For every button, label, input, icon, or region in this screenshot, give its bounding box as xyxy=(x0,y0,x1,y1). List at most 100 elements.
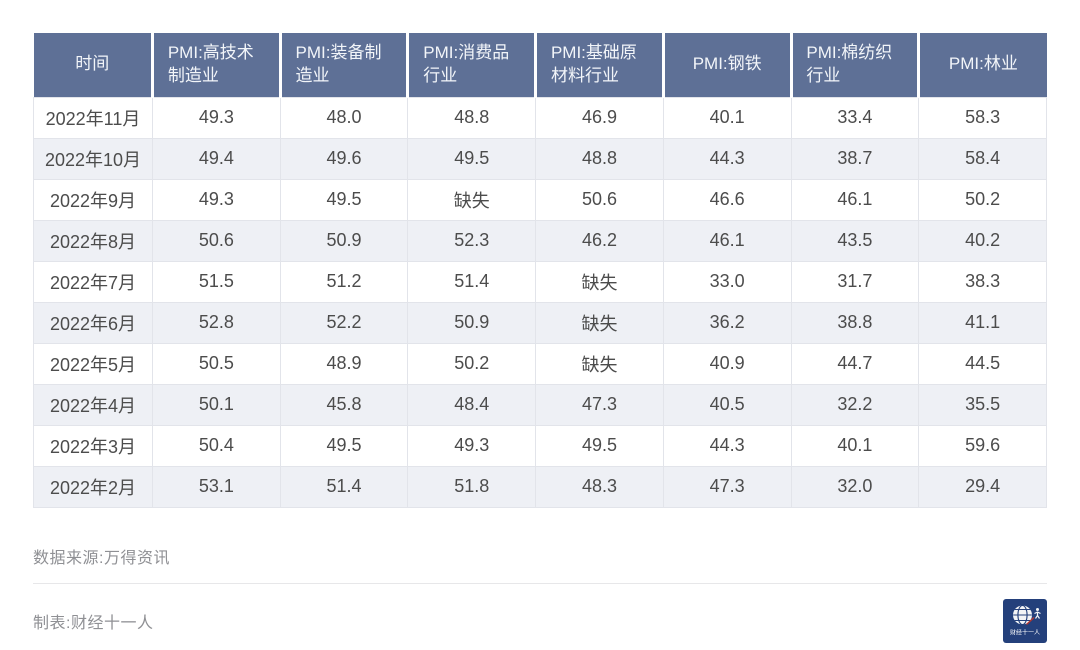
value-cell: 38.3 xyxy=(918,260,1047,303)
value-cell: 46.9 xyxy=(535,96,664,139)
month-cell: 2022年9月 xyxy=(33,178,153,221)
value-cell: 40.2 xyxy=(918,219,1047,262)
table-row: 2022年7月 51.5 51.2 51.4 缺失 33.0 31.7 38.3 xyxy=(33,260,1047,303)
column-header-label: PMI:消费品行业 xyxy=(423,42,510,85)
value-cell: 48.9 xyxy=(279,342,409,385)
month-cell: 2022年10月 xyxy=(33,137,153,180)
month-cell: 2022年6月 xyxy=(33,301,153,344)
value-cell: 44.3 xyxy=(662,137,792,180)
table-row: 2022年10月 49.4 49.6 49.5 48.8 44.3 38.7 58.4 xyxy=(33,137,1047,180)
value-cell: 47.3 xyxy=(662,465,792,508)
table-body: 2022年11月 49.3 48.0 48.8 46.9 40.1 33.4 58.3 2022… xyxy=(33,96,1047,508)
value-cell: 50.4 xyxy=(152,424,281,467)
footer-divider xyxy=(33,582,1047,584)
value-cell: 50.6 xyxy=(152,219,281,262)
value-cell: 48.4 xyxy=(407,383,537,426)
value-cell: 35.5 xyxy=(918,383,1047,426)
month-cell: 2022年7月 xyxy=(33,260,153,303)
value-cell: 缺失 xyxy=(535,260,664,303)
table-row: 2022年2月 53.1 51.4 51.8 48.3 47.3 32.0 29.4 xyxy=(33,465,1047,508)
value-cell: 缺失 xyxy=(407,178,537,221)
header-row: 时间 PMI:高技术制造业 PMI:装备制造业 PMI:消费品行业 PMI:基础原材料行… xyxy=(33,33,1047,97)
column-header-label: PMI:钢铁 xyxy=(692,54,762,74)
value-cell: 49.3 xyxy=(152,96,281,139)
logo-accent-line xyxy=(1026,616,1035,625)
globe-icon xyxy=(1013,604,1032,625)
month-cell: 2022年8月 xyxy=(33,219,153,262)
credit-text: 制表:财经十一人 xyxy=(33,614,154,632)
value-cell: 缺失 xyxy=(535,301,664,344)
value-cell: 46.2 xyxy=(535,219,664,262)
column-header-label: PMI:棉纺织行业 xyxy=(806,42,893,85)
column-header: 时间 xyxy=(33,33,154,97)
value-cell: 51.4 xyxy=(279,465,409,508)
column-header-label: PMI:高技术制造业 xyxy=(167,42,254,85)
value-cell: 50.9 xyxy=(407,301,537,344)
value-cell: 缺失 xyxy=(535,342,664,385)
column-header: PMI:棉纺织行业 xyxy=(791,33,921,97)
value-cell: 40.9 xyxy=(662,342,792,385)
column-header: PMI:林业 xyxy=(918,33,1047,97)
value-cell: 32.0 xyxy=(790,465,920,508)
value-cell: 49.4 xyxy=(152,137,281,180)
value-cell: 50.5 xyxy=(152,342,281,385)
figure-icon xyxy=(1034,607,1041,619)
value-cell: 50.2 xyxy=(407,342,537,385)
value-cell: 49.3 xyxy=(407,424,537,467)
column-header: PMI:装备制造业 xyxy=(280,33,410,97)
table-row: 2022年8月 50.6 50.9 52.3 46.2 46.1 43.5 40.2 xyxy=(33,219,1047,262)
value-cell: 49.5 xyxy=(279,424,409,467)
value-cell: 51.5 xyxy=(152,260,281,303)
value-cell: 45.8 xyxy=(279,383,409,426)
value-cell: 46.1 xyxy=(662,219,792,262)
value-cell: 51.4 xyxy=(407,260,537,303)
value-cell: 50.1 xyxy=(152,383,281,426)
logo-text: 财经十一人 xyxy=(1010,628,1040,636)
value-cell: 48.8 xyxy=(535,137,664,180)
value-cell: 49.3 xyxy=(152,178,281,221)
column-header-label: PMI:装备制造业 xyxy=(295,42,382,85)
value-cell: 48.8 xyxy=(407,96,537,139)
value-cell: 44.7 xyxy=(790,342,920,385)
value-cell: 48.3 xyxy=(535,465,664,508)
value-cell: 49.6 xyxy=(279,137,409,180)
table-row: 2022年3月 50.4 49.5 49.3 49.5 44.3 40.1 59.6 xyxy=(33,424,1047,467)
footer: 数据来源:万得资讯 制表:财经十一人 财经十一人 xyxy=(33,508,1047,643)
value-cell: 52.2 xyxy=(279,301,409,344)
value-cell: 29.4 xyxy=(918,465,1047,508)
value-cell: 52.8 xyxy=(152,301,281,344)
value-cell: 49.5 xyxy=(279,178,409,221)
value-cell: 50.9 xyxy=(279,219,409,262)
table-row: 2022年5月 50.5 48.9 50.2 缺失 40.9 44.7 44.5 xyxy=(33,342,1047,385)
value-cell: 41.1 xyxy=(918,301,1047,344)
column-header-label: PMI:林业 xyxy=(948,54,1018,74)
column-header: PMI:消费品行业 xyxy=(407,33,538,97)
month-cell: 2022年2月 xyxy=(33,465,153,508)
value-cell: 50.6 xyxy=(535,178,664,221)
value-cell: 36.2 xyxy=(662,301,792,344)
value-cell: 50.2 xyxy=(918,178,1047,221)
value-cell: 46.6 xyxy=(662,178,792,221)
value-cell: 58.4 xyxy=(918,137,1047,180)
value-cell: 38.7 xyxy=(790,137,920,180)
column-header: PMI:钢铁 xyxy=(663,33,793,97)
value-cell: 49.5 xyxy=(407,137,537,180)
column-header: PMI:基础原材料行业 xyxy=(535,33,665,97)
value-cell: 43.5 xyxy=(790,219,920,262)
value-cell: 47.3 xyxy=(535,383,664,426)
brand-logo: 财经十一人 xyxy=(1003,598,1047,643)
value-cell: 40.5 xyxy=(662,383,792,426)
data-source-text: 数据来源:万得资讯 xyxy=(33,549,170,567)
column-header: PMI:高技术制造业 xyxy=(152,33,282,97)
pmi-table: 时间 PMI:高技术制造业 PMI:装备制造业 PMI:消费品行业 PMI:基础原材料行… xyxy=(33,33,1047,508)
value-cell: 48.0 xyxy=(279,96,409,139)
month-cell: 2022年3月 xyxy=(33,424,153,467)
value-cell: 40.1 xyxy=(790,424,920,467)
month-cell: 2022年5月 xyxy=(33,342,153,385)
month-cell: 2022年11月 xyxy=(33,96,153,139)
value-cell: 32.2 xyxy=(790,383,920,426)
value-cell: 44.5 xyxy=(918,342,1047,385)
column-header-label: PMI:基础原材料行业 xyxy=(550,42,637,85)
column-header-label: 时间 xyxy=(75,54,110,74)
